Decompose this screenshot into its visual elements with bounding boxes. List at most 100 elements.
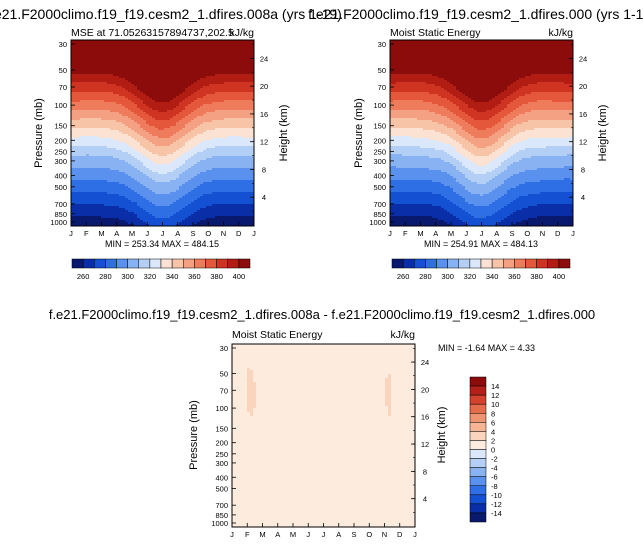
- contour-cell: [161, 56, 165, 59]
- contour-cell: [95, 138, 99, 141]
- contour-cell: [173, 104, 177, 107]
- contour-cell: [107, 176, 111, 179]
- contour-cell: [137, 188, 141, 191]
- contour-cell: [152, 176, 156, 179]
- contour-cell: [194, 196, 198, 199]
- contour-cell: [158, 144, 162, 147]
- contour-cell: [95, 120, 99, 123]
- contour-cell: [101, 62, 105, 65]
- contour-cell: [158, 50, 162, 53]
- contour-cell: [119, 146, 123, 149]
- contour-cell: [80, 114, 84, 117]
- contour-cell: [194, 158, 198, 161]
- contour-cell: [203, 90, 207, 93]
- contour-cell: [125, 166, 129, 169]
- contour-cell: [215, 154, 219, 157]
- contour-cell: [155, 164, 159, 167]
- contour-cell: [152, 184, 156, 187]
- contour-cell: [149, 186, 153, 189]
- contour-cell: [245, 186, 249, 189]
- contour-cell: [152, 194, 156, 197]
- contour-cell: [197, 180, 201, 183]
- contour-cell: [89, 116, 93, 119]
- contour-cell: [107, 118, 111, 121]
- contour-cell: [125, 186, 129, 189]
- contour-cell: [86, 202, 90, 205]
- contour-cell: [131, 44, 135, 47]
- contour-cell: [185, 196, 189, 199]
- contour-cell: [164, 72, 168, 75]
- contour-cell: [71, 48, 75, 51]
- contour-cell: [101, 180, 105, 183]
- contour-cell: [209, 100, 213, 103]
- contour-cell: [158, 88, 162, 91]
- contour-cell: [152, 192, 156, 195]
- contour-cell: [98, 184, 102, 187]
- contour-cell: [80, 80, 84, 83]
- contour-cell: [203, 178, 207, 181]
- contour-cell: [182, 46, 186, 49]
- contour-cell: [191, 162, 195, 165]
- contour-cell: [131, 120, 135, 123]
- contour-cell: [224, 86, 228, 89]
- contour-cell: [77, 154, 81, 157]
- contour-cell: [137, 170, 141, 173]
- contour-cell: [113, 48, 117, 51]
- contour-cell: [92, 152, 96, 155]
- contour-cell: [107, 178, 111, 181]
- contour-cell: [113, 132, 117, 135]
- contour-cell: [77, 194, 81, 197]
- contour-cell: [218, 80, 222, 83]
- contour-cell: [170, 118, 174, 121]
- contour-cell: [218, 168, 222, 171]
- contour-cell: [164, 158, 168, 161]
- contour-cell: [101, 178, 105, 181]
- contour-cell: [248, 60, 252, 63]
- contour-cell: [71, 196, 75, 199]
- contour-plot: [71, 40, 254, 226]
- contour-cell: [239, 80, 243, 83]
- contour-cell: [164, 166, 168, 169]
- contour-cell: [149, 106, 153, 109]
- contour-cell: [176, 50, 180, 53]
- contour-cell: [218, 184, 222, 187]
- contour-cell: [188, 132, 192, 135]
- contour-cell: [95, 178, 99, 181]
- contour-cell: [188, 174, 192, 177]
- contour-cell: [131, 162, 135, 165]
- contour-cell: [89, 130, 93, 133]
- contour-cell: [122, 58, 126, 61]
- contour-cell: [176, 198, 180, 201]
- contour-cell: [122, 102, 126, 105]
- contour-cell: [149, 170, 153, 173]
- contour-cell: [173, 44, 177, 47]
- contour-cell: [194, 92, 198, 95]
- contour-cell: [239, 190, 243, 193]
- contour-cell: [182, 160, 186, 163]
- contour-cell: [152, 158, 156, 161]
- contour-cell: [131, 118, 135, 121]
- contour-cell: [125, 94, 129, 97]
- contour-cell: [89, 188, 93, 191]
- contour-cell: [185, 74, 189, 77]
- contour-cell: [134, 158, 138, 161]
- contour-cell: [206, 64, 210, 67]
- contour-cell: [230, 196, 234, 199]
- contour-cell: [98, 180, 102, 183]
- contour-cell: [179, 154, 183, 157]
- contour-cell: [224, 60, 228, 63]
- contour-cell: [212, 156, 216, 159]
- contour-cell: [104, 136, 108, 139]
- contour-cell: [173, 120, 177, 123]
- contour-cell: [113, 172, 117, 175]
- contour-cell: [218, 88, 222, 91]
- contour-cell: [185, 200, 189, 203]
- contour-cell: [236, 118, 240, 121]
- contour-cell: [200, 92, 204, 95]
- contour-cell: [188, 120, 192, 123]
- contour-cell: [107, 146, 111, 149]
- contour-cell: [233, 146, 237, 149]
- contour-cell: [161, 136, 165, 139]
- contour-cell: [98, 124, 102, 127]
- contour-cell: [119, 184, 123, 187]
